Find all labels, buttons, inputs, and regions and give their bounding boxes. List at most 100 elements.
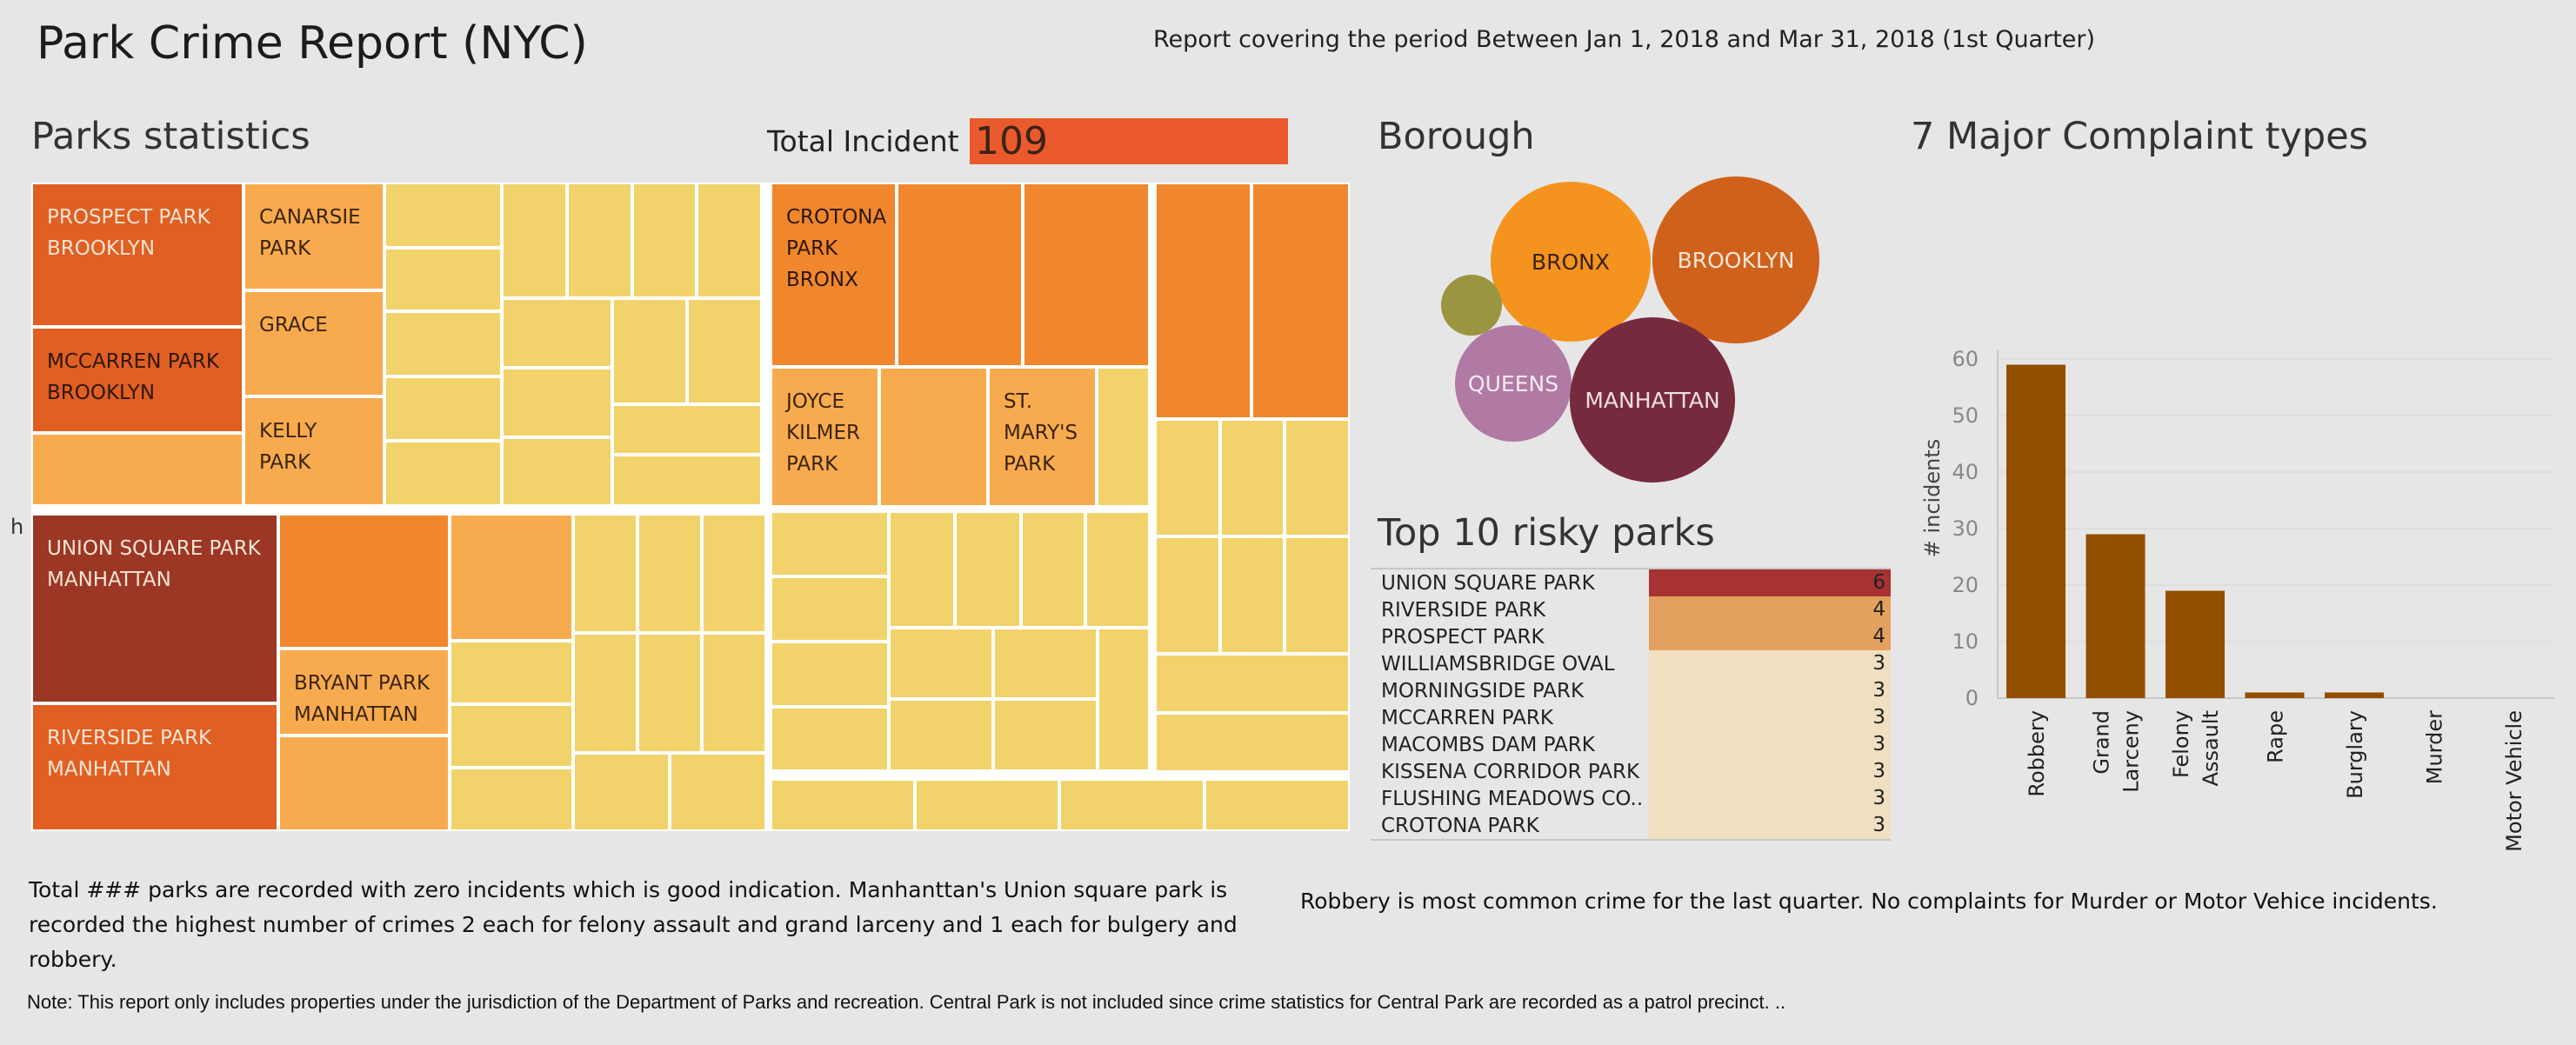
treemap-cell[interactable]	[702, 514, 766, 633]
treemap-cell[interactable]	[384, 248, 502, 311]
treemap-cell[interactable]	[1023, 183, 1150, 367]
treemap-cell[interactable]	[771, 511, 889, 576]
treemap-cell[interactable]	[771, 576, 889, 642]
treemap-cell[interactable]	[897, 183, 1023, 367]
treemap-cell[interactable]	[1021, 511, 1085, 628]
bar-burglary[interactable]	[2325, 692, 2384, 699]
treemap-cell-bryant[interactable]: BRYANT PARK MANHATTAN	[278, 649, 450, 735]
treemap-cell[interactable]	[1251, 183, 1350, 419]
treemap-cell[interactable]	[278, 735, 450, 831]
treemap-cell[interactable]	[637, 633, 702, 753]
top10-row[interactable]: 4 RIVERSIDE PARK	[1371, 596, 1891, 623]
treemap-cell[interactable]	[632, 183, 697, 298]
treemap-cell[interactable]	[612, 298, 687, 404]
treemap-cell-prospect[interactable]: PROSPECT PARK BROOKLYN	[31, 183, 244, 327]
treemap-cell[interactable]	[502, 298, 612, 368]
treemap-cell[interactable]	[384, 441, 502, 506]
treemap-cell[interactable]	[1155, 654, 1350, 713]
top10-row[interactable]: 3 MCCARREN PARK	[1371, 704, 1891, 731]
bubble-staten-island[interactable]	[1441, 275, 1502, 336]
bubble-brooklyn[interactable]	[1652, 176, 1819, 343]
treemap-cell[interactable]	[637, 514, 702, 633]
treemap-cell[interactable]	[1155, 536, 1220, 654]
treemap-label-stmarys: ST. MARY'S PARK	[1004, 390, 1078, 476]
top10-row[interactable]: 6 UNION SQUARE PARK	[1371, 569, 1891, 596]
bubble-queens[interactable]	[1455, 325, 1572, 442]
treemap-cell[interactable]	[1098, 628, 1150, 771]
treemap-cell[interactable]	[502, 437, 612, 506]
treemap-cell[interactable]	[567, 183, 632, 298]
total-incident-bar[interactable]	[970, 118, 1288, 164]
treemap-cell[interactable]	[702, 633, 766, 753]
treemap-cell-mccarren[interactable]: MCCARREN PARK BROOKLYN	[31, 327, 244, 433]
top10-row[interactable]: 4 PROSPECT PARK	[1371, 623, 1891, 650]
treemap-cell[interactable]	[889, 511, 955, 628]
treemap-cell[interactable]	[612, 404, 762, 455]
treemap-cell[interactable]	[1220, 419, 1285, 536]
treemap-cell[interactable]	[670, 753, 766, 831]
treemap-cell[interactable]	[889, 628, 993, 699]
treemap-cell-stmarys[interactable]: ST. MARY'S PARK	[988, 367, 1097, 507]
top10-row[interactable]: 3 WILLIAMSBRIDGE OVAL	[1371, 650, 1891, 677]
y-tick-label: 60	[1952, 347, 1979, 371]
bar-grand-larceny[interactable]	[2085, 534, 2146, 699]
treemap-cell[interactable]	[771, 707, 889, 771]
treemap-cell[interactable]	[612, 455, 762, 506]
top10-park-name: RIVERSIDE PARK	[1381, 599, 1546, 622]
top10-row[interactable]: 3 KISSENA CORRIDOR PARK	[1371, 758, 1891, 785]
top10-row[interactable]: 3 FLUSHING MEADOWS CO..	[1371, 785, 1891, 812]
treemap-cell[interactable]	[771, 779, 915, 831]
treemap-cell-riverside[interactable]: RIVERSIDE PARK MANHATTAN	[31, 703, 278, 831]
treemap-cell[interactable]	[1285, 419, 1350, 536]
treemap-cell[interactable]	[1285, 536, 1350, 654]
treemap-cell[interactable]	[384, 376, 502, 441]
treemap-cell[interactable]	[450, 768, 573, 831]
treemap-cell[interactable]	[1155, 183, 1251, 419]
treemap-cell-joyce[interactable]: JOYCE KILMER PARK	[771, 367, 879, 507]
treemap-cell[interactable]	[1085, 511, 1150, 628]
treemap-cell[interactable]	[384, 183, 502, 248]
bubble-manhattan[interactable]	[1570, 317, 1735, 483]
top10-row[interactable]: 3 CROTONA PARK	[1371, 812, 1891, 839]
treemap-cell[interactable]	[502, 183, 567, 298]
treemap-cell[interactable]	[889, 699, 993, 771]
treemap-cell[interactable]	[573, 633, 637, 753]
treemap-cell-kelly[interactable]: KELLY PARK	[244, 396, 384, 506]
treemap-cell[interactable]	[1059, 779, 1205, 831]
treemap-cell[interactable]	[450, 514, 573, 641]
treemap-cell[interactable]	[1220, 536, 1285, 654]
treemap-cell[interactable]	[384, 311, 502, 376]
treemap-cell[interactable]	[955, 511, 1021, 628]
treemap-cell-union[interactable]: UNION SQUARE PARK MANHATTAN	[31, 514, 278, 703]
treemap-cell-crotona[interactable]: CROTONA PARK BRONX	[771, 183, 897, 367]
top10-row[interactable]: 3 MORNINGSIDE PARK	[1371, 677, 1891, 704]
treemap-cell[interactable]	[1155, 419, 1220, 536]
treemap-cell[interactable]	[450, 704, 573, 768]
treemap-cell[interactable]	[993, 699, 1098, 771]
treemap-cell[interactable]	[502, 368, 612, 437]
bar-rape[interactable]	[2245, 692, 2305, 699]
y-tick-label: 40	[1952, 460, 1979, 484]
treemap-cell-grace[interactable]: GRACE	[244, 290, 384, 396]
treemap-cell[interactable]	[687, 298, 762, 404]
treemap-cell[interactable]	[450, 641, 573, 704]
treemap-cell[interactable]	[278, 514, 450, 649]
treemap-cell[interactable]	[697, 183, 762, 298]
bubble-bronx[interactable]	[1491, 182, 1651, 342]
top10-row[interactable]: 3 MACOMBS DAM PARK	[1371, 731, 1891, 758]
x-tick-label: Grand	[2090, 710, 2114, 775]
treemap-cell-canarsie[interactable]: CANARSIE PARK	[244, 183, 384, 290]
treemap-cell[interactable]	[1155, 713, 1350, 772]
top10-bar: 4	[1649, 596, 1891, 623]
treemap-cell[interactable]	[993, 628, 1098, 699]
treemap-cell[interactable]	[879, 367, 988, 507]
treemap-cell[interactable]	[31, 433, 244, 506]
bar-robbery[interactable]	[2006, 364, 2065, 699]
treemap-cell[interactable]	[1205, 779, 1350, 831]
treemap-cell[interactable]	[771, 642, 889, 707]
treemap-cell[interactable]	[915, 779, 1059, 831]
bar-felony-assault[interactable]	[2166, 590, 2225, 699]
treemap-cell[interactable]	[573, 753, 670, 831]
treemap-cell[interactable]	[573, 514, 637, 633]
treemap-cell[interactable]	[1097, 367, 1150, 507]
